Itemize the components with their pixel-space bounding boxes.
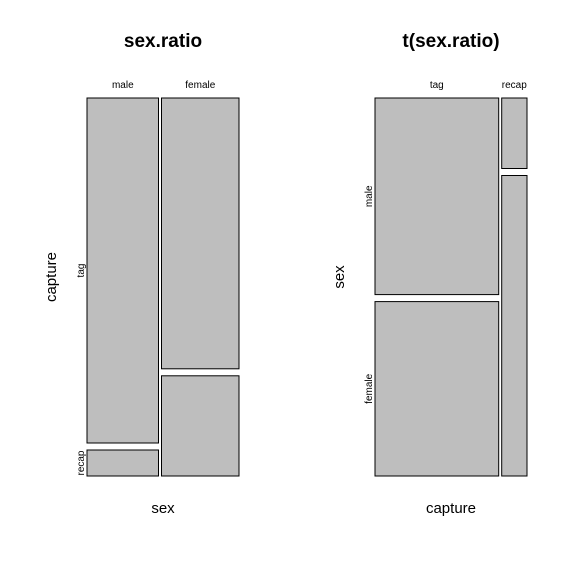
mosaic-tile-female-tag <box>161 97 240 370</box>
mosaic-tile-male-tag <box>86 97 159 444</box>
mosaic-tile-male-recap <box>86 449 159 477</box>
y-tick-female: female <box>364 373 375 403</box>
x-tick-recap: recap <box>502 80 527 91</box>
mosaic-tile-tag-male <box>374 97 500 296</box>
y-axis-title: capture <box>43 252 60 302</box>
mosaic-tile-recap-female <box>501 175 528 477</box>
mosaic-tiles <box>374 97 528 477</box>
chart-title: t(sex.ratio) <box>402 31 499 52</box>
mosaic-panel-sex-ratio: sex.ratio sex capture male female tag reca… <box>43 31 240 517</box>
y-tick-male: male <box>364 185 375 207</box>
mosaic-tile-female-recap <box>161 375 240 477</box>
mosaic-tile-tag-female <box>374 301 500 477</box>
mosaic-panel-t-sex-ratio: t(sex.ratio) capture sex tag recap male fe… <box>331 31 528 517</box>
x-tick-labels: male female <box>112 80 216 91</box>
x-axis-title: capture <box>426 500 476 517</box>
y-axis-title: sex <box>331 265 348 289</box>
mosaic-tiles <box>86 97 240 477</box>
x-tick-male: male <box>112 80 134 91</box>
y-tick-tag: tag <box>76 264 87 278</box>
y-tick-labels: male female <box>364 185 375 404</box>
x-axis-title: sex <box>151 500 175 517</box>
chart-title: sex.ratio <box>124 31 202 52</box>
mosaic-tile-recap-male <box>501 97 528 169</box>
x-tick-tag: tag <box>430 80 444 91</box>
y-tick-labels: tag recap <box>76 264 87 476</box>
x-tick-female: female <box>185 80 215 91</box>
y-tick-recap: recap <box>76 450 87 475</box>
x-tick-labels: tag recap <box>430 80 527 91</box>
